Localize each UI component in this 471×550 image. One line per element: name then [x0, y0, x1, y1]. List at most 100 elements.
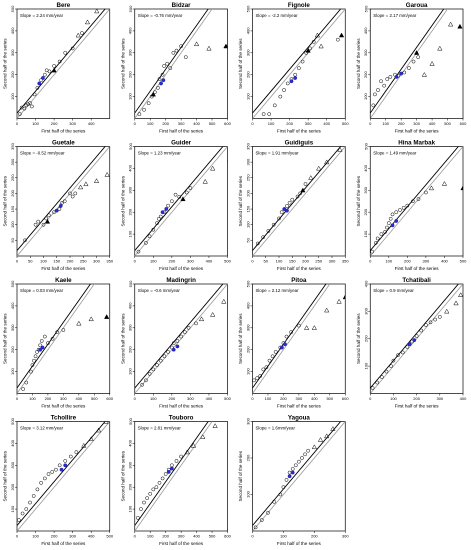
circle-point: [170, 199, 174, 204]
circle-point: [290, 197, 295, 202]
filled-triangle-point: [44, 218, 51, 224]
x-tick-label: 150: [289, 259, 296, 264]
circle-point: [151, 487, 156, 492]
circle-point: [285, 204, 289, 208]
y-tick-label: 200: [363, 208, 368, 215]
circle-point: [258, 374, 263, 378]
circle-point: [179, 334, 183, 339]
triangle-point: [202, 178, 208, 184]
x-axis-label: First half of the series: [159, 541, 204, 546]
x-tick-label: 500: [444, 121, 451, 126]
y-tick-label: 300: [246, 49, 251, 56]
panel-title: Garoua: [406, 2, 428, 9]
circle-point: [398, 208, 402, 212]
x-tick-label: 0: [16, 396, 19, 401]
circle-point: [28, 500, 32, 505]
y-tick-label: 500: [10, 417, 15, 424]
circle-point: [411, 199, 415, 204]
x-tick-label: 100: [385, 259, 392, 264]
blue-point: [40, 345, 45, 350]
circle-point: [42, 72, 47, 77]
y-tick-label: 100: [128, 505, 133, 512]
trend-line: [134, 421, 209, 526]
trend-line: [252, 284, 327, 389]
circle-point: [379, 79, 383, 84]
circle-point: [35, 85, 40, 90]
circle-point: [182, 330, 187, 335]
triangle-point: [77, 184, 84, 190]
panel-bere: Bere Slope = 2.24 mm/year 0 100 200 300 400 100…: [3, 2, 111, 134]
circle-point: [252, 378, 256, 383]
x-tick-label: 200: [280, 396, 287, 401]
blue-point: [293, 76, 298, 80]
x-tick-label: 0: [369, 259, 372, 264]
circle-point: [287, 200, 292, 205]
x-tick-label: 100: [382, 121, 389, 126]
x-tick-label: 100: [280, 534, 287, 539]
y-tick-label: 300: [128, 324, 133, 331]
x-tick-label: 150: [53, 259, 60, 264]
triangle-point: [314, 32, 321, 38]
y-tick-label: 400: [10, 302, 15, 309]
identity-line: [134, 421, 213, 531]
blue-point: [59, 467, 64, 472]
x-tick-label: 300: [296, 396, 303, 401]
circle-point: [261, 235, 265, 240]
y-tick-label: 400: [10, 27, 15, 34]
trend-line: [17, 284, 91, 389]
x-tick-label: 250: [80, 259, 87, 264]
circle-point: [264, 365, 269, 370]
circle-point: [293, 463, 298, 468]
panel-tchatibali: Tchatibali Slope = 0.9 mm/year 0 100 200 300 4…: [356, 277, 467, 409]
triangle-point: [324, 159, 330, 165]
panel-touboro: Touboro Slope = 2.81 mm/year 0 100 200 300 400…: [120, 415, 231, 547]
circle-point: [261, 112, 266, 116]
triangle-point: [95, 427, 102, 433]
x-tick-label: 300: [423, 259, 430, 264]
circle-point: [35, 487, 40, 492]
circle-point: [171, 341, 176, 345]
panel-hina-marbak: Hina Marbak Slope = 1.49 mm/year 0 100 200 30…: [356, 140, 467, 272]
x-tick-label: 200: [413, 396, 420, 401]
triangle-point: [184, 449, 190, 455]
x-tick-label: 350: [106, 259, 113, 264]
x-tick-label: 50: [28, 259, 33, 264]
x-tick-label: 300: [413, 121, 420, 126]
panel-title: Tchollire: [51, 415, 77, 422]
trend-line: [134, 284, 224, 389]
filled-triangle-point: [457, 23, 463, 29]
x-tick-label: 500: [342, 121, 349, 126]
circle-point: [144, 378, 148, 383]
circle-point: [42, 334, 47, 339]
circle-point: [46, 341, 50, 345]
circle-point: [253, 525, 258, 530]
x-tick-label: 300: [69, 534, 76, 539]
slope-annotation: Slope = -0.52 mm/year: [20, 151, 65, 156]
circle-point: [424, 323, 428, 327]
circle-point: [38, 343, 43, 348]
circle-point: [80, 31, 84, 35]
filled-triangle-point: [300, 187, 306, 193]
circle-point: [390, 212, 395, 217]
x-axis-label: First half of the series: [395, 266, 440, 271]
y-tick-label: 400: [363, 27, 368, 34]
triangle-point: [324, 433, 330, 439]
circle-point: [68, 454, 73, 459]
y-axis-label: Second half of the series: [356, 175, 361, 226]
x-axis-label: First half of the series: [277, 404, 322, 409]
x-tick-label: 500: [326, 396, 333, 401]
x-tick-label: 500: [209, 121, 216, 126]
identity-line: [252, 284, 331, 394]
circle-point: [46, 213, 51, 218]
triangle-point: [81, 442, 87, 448]
x-tick-label: 600: [342, 396, 349, 401]
y-tick-label: 300: [10, 49, 15, 56]
circle-point: [136, 249, 141, 254]
circle-point: [419, 328, 424, 333]
x-tick-label: 500: [106, 534, 113, 539]
y-tick-label: 300: [128, 49, 133, 56]
triangle-point: [103, 421, 109, 424]
slope-annotation: Slope = 2.24 mm/year: [20, 13, 64, 18]
y-tick-label: 400: [128, 164, 133, 171]
